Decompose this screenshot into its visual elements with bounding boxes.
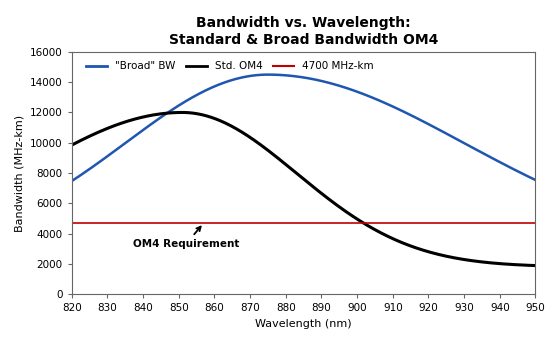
Std. OM4: [179, 110, 185, 115]
Line: Std. OM4: Std. OM4: [72, 112, 535, 266]
Std. OM4: [294, 172, 301, 176]
Std. OM4: [282, 162, 289, 166]
X-axis label: Wavelength (nm): Wavelength (nm): [255, 319, 352, 329]
Title: Bandwidth vs. Wavelength:
Standard & Broad Bandwidth OM4: Bandwidth vs. Wavelength: Standard & Bro…: [169, 16, 438, 47]
Legend: "Broad" BW, Std. OM4, 4700 MHz-km: "Broad" BW, Std. OM4, 4700 MHz-km: [82, 57, 378, 75]
"Broad" BW: [532, 178, 539, 182]
Line: "Broad" BW: "Broad" BW: [72, 75, 535, 181]
"Broad" BW: [294, 74, 301, 79]
"Broad" BW: [264, 73, 271, 77]
Std. OM4: [519, 263, 526, 267]
Std. OM4: [68, 143, 75, 147]
Y-axis label: Bandwidth (MHz-km): Bandwidth (MHz-km): [14, 115, 24, 231]
"Broad" BW: [92, 163, 99, 167]
"Broad" BW: [68, 179, 75, 183]
Std. OM4: [519, 263, 526, 267]
Text: OM4 Requirement: OM4 Requirement: [132, 227, 239, 249]
"Broad" BW: [519, 171, 526, 175]
"Broad" BW: [519, 172, 526, 176]
Std. OM4: [434, 252, 440, 256]
"Broad" BW: [282, 73, 289, 78]
"Broad" BW: [434, 127, 440, 131]
Std. OM4: [532, 264, 539, 268]
Std. OM4: [92, 131, 99, 136]
